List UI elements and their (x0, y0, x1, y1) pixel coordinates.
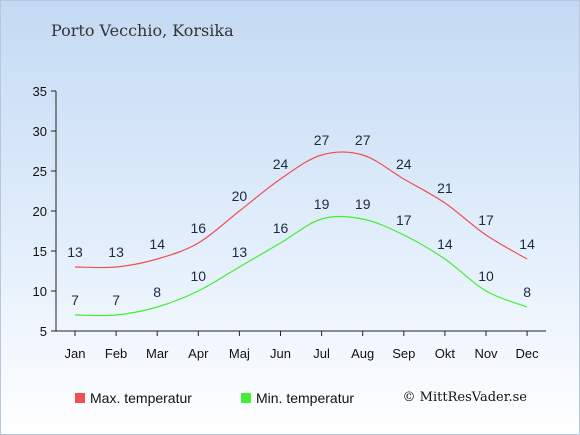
max-temperature-line (74, 151, 528, 269)
legend-item-min: Min. temperatur (241, 390, 354, 406)
legend-item-max: Max. temperatur (75, 390, 192, 406)
max-data-label: 14 (149, 236, 165, 252)
y-tick-label: 15 (33, 244, 47, 259)
max-data-label: 17 (478, 212, 494, 228)
legend-label-min: Min. temperatur (256, 390, 355, 406)
min-data-label: 10 (191, 268, 207, 284)
min-data-label: 16 (273, 220, 289, 236)
series-lines (74, 151, 528, 317)
y-tick-label: 25 (33, 164, 47, 179)
x-tick-label: Maj (229, 346, 250, 361)
x-tick-label: Jun (270, 346, 291, 361)
y-tick-label: 20 (33, 204, 47, 219)
min-data-label: 14 (437, 236, 453, 252)
max-data-label: 14 (519, 236, 535, 252)
min-data-label: 17 (396, 212, 412, 228)
y-tick-label: 10 (33, 284, 47, 299)
y-tick-label: 35 (33, 84, 47, 99)
x-tick-label: Mar (146, 346, 169, 361)
x-tick-label: Jan (65, 346, 86, 361)
temperature-chart: 5 10 15 20 25 30 35 Jan Feb Mar Apr Maj Jun Jul Aug Se… (33, 84, 546, 361)
max-data-label: 13 (67, 244, 83, 260)
chart-title: Porto Vecchio, Korsika (51, 21, 234, 40)
max-data-label: 20 (232, 188, 248, 204)
min-data-label: 19 (314, 196, 330, 212)
y-tick-label: 5 (40, 324, 47, 339)
max-data-label: 24 (273, 156, 289, 172)
min-data-label: 8 (153, 284, 161, 300)
x-ticks: Jan Feb Mar Apr Maj Jun Jul Aug Sep Okt Nov Dec (65, 331, 540, 361)
x-tick-label: Nov (474, 346, 498, 361)
min-data-label: 10 (478, 268, 494, 284)
x-tick-label: Jul (313, 346, 330, 361)
min-data-label: 13 (232, 244, 248, 260)
x-tick-label: Sep (392, 346, 415, 361)
x-tick-label: Apr (188, 346, 209, 361)
y-ticks: 5 10 15 20 25 30 35 (33, 84, 56, 339)
min-temperature-line (74, 215, 528, 317)
max-data-label: 16 (191, 220, 207, 236)
max-data-label: 13 (108, 244, 124, 260)
x-tick-label: Dec (516, 346, 540, 361)
data-labels: 13 13 14 16 20 24 27 27 24 21 17 14 7 7 8 10 13 16 19 19 17 1… (67, 132, 535, 308)
max-data-label: 27 (314, 132, 330, 148)
max-data-label: 21 (437, 180, 453, 196)
x-tick-label: Aug (351, 346, 374, 361)
legend-swatch-max (75, 393, 85, 403)
min-data-label: 19 (355, 196, 371, 212)
min-data-label: 7 (112, 292, 120, 308)
max-data-label: 27 (355, 132, 371, 148)
max-data-label: 24 (396, 156, 412, 172)
y-tick-label: 30 (33, 124, 47, 139)
x-tick-label: Feb (105, 346, 127, 361)
min-data-label: 8 (523, 284, 531, 300)
legend-swatch-min (241, 393, 251, 403)
credit-text: © MittResVader.se (402, 390, 527, 405)
x-tick-label: Okt (435, 346, 456, 361)
min-data-label: 7 (71, 292, 79, 308)
legend-label-max: Max. temperatur (90, 390, 192, 406)
